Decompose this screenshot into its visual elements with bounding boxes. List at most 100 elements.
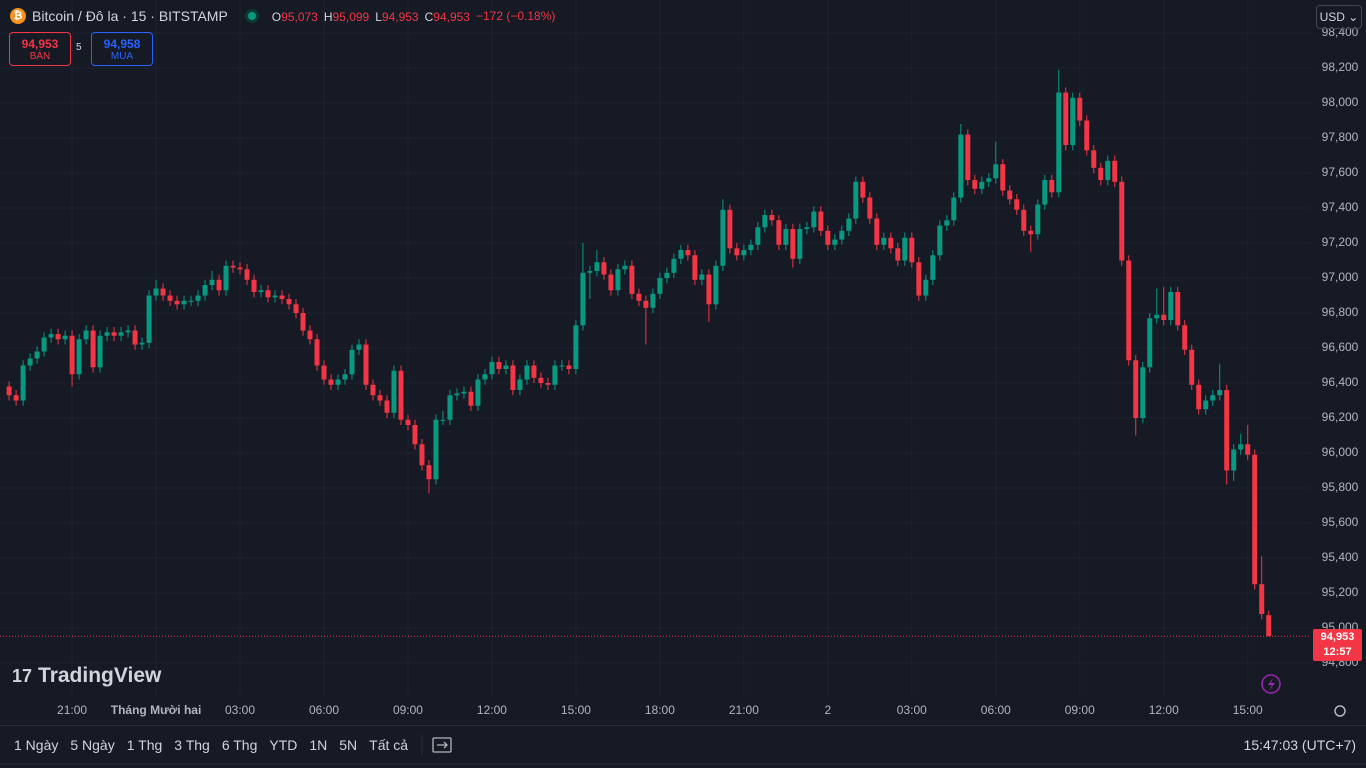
candle-body (265, 290, 271, 298)
buy-button[interactable]: 94,958 MUA (91, 32, 153, 66)
candle-body (146, 295, 152, 343)
x-tick-label: Tháng Mười hai (111, 703, 202, 717)
settings-icon[interactable] (1334, 705, 1346, 717)
candle-body (1168, 292, 1174, 321)
candle-body (832, 239, 838, 245)
candle-body (1182, 325, 1188, 350)
candle-body (727, 209, 733, 249)
x-tick-label: 09:00 (1065, 703, 1095, 717)
candle-body (321, 365, 327, 380)
candle-body (139, 342, 145, 345)
candles (0, 69, 1310, 637)
y-tick-label: 95,800 (1322, 480, 1359, 494)
range-button[interactable]: 6 Thg (221, 737, 258, 753)
candle-body (111, 332, 117, 336)
candle-body (1126, 260, 1132, 361)
candle-body (34, 351, 40, 359)
symbol[interactable]: Bitcoin / Đô la · 15 · BITSTAMP (32, 8, 228, 24)
x-tick-label: 03:00 (225, 703, 255, 717)
candle-body (356, 344, 362, 350)
candle-body (202, 285, 208, 296)
ohlc-item: C94,953 (425, 10, 470, 24)
candle-body (216, 279, 222, 291)
candle-body (503, 365, 509, 370)
candle-body (1140, 367, 1146, 419)
candle-body (601, 262, 607, 275)
candle-body (258, 290, 264, 293)
candle-body (1014, 199, 1020, 210)
candle-body (1091, 150, 1097, 168)
candle-body (48, 334, 54, 338)
y-tick-label: 97,200 (1322, 235, 1359, 249)
candle-body (846, 218, 852, 231)
range-button[interactable]: 5 Ngày (70, 737, 115, 753)
candle-body (195, 295, 201, 301)
sell-button[interactable]: 94,953 BÁN (9, 32, 71, 66)
x-tick-label: 03:00 (897, 703, 927, 717)
range-button[interactable]: Tất cả (369, 737, 409, 753)
candle-body (1133, 360, 1139, 419)
candle-body (783, 229, 789, 245)
alert-icon[interactable] (1261, 674, 1281, 694)
y-tick-label: 95,400 (1322, 550, 1359, 564)
candle-body (69, 335, 75, 375)
candle-body (790, 229, 796, 259)
candle-body (741, 250, 747, 256)
candle-body (307, 330, 313, 340)
candle-body (699, 274, 705, 280)
candle-body (349, 349, 355, 375)
candle-body (888, 237, 894, 249)
candle-body (636, 293, 642, 301)
coin-icon: ₿ (10, 8, 26, 24)
candle-body (860, 181, 866, 198)
candle-body (181, 300, 187, 305)
logo-mark: 17 (12, 665, 33, 686)
candle-body (510, 365, 516, 391)
ohlc-legend: O95,073 H95,099 L94,953 C94,953 (272, 8, 476, 24)
sell-label: BÁN (29, 50, 51, 62)
currency-button[interactable]: USD ⌄ (1316, 5, 1362, 29)
candle-body (83, 330, 89, 340)
candle-body (244, 269, 250, 280)
range-button[interactable]: 5N (339, 737, 358, 753)
candle-body (643, 300, 649, 308)
candle-body (223, 265, 229, 291)
candle-body (342, 374, 348, 380)
candle-body (1028, 230, 1034, 235)
range-button[interactable]: 1 Thg (126, 737, 163, 753)
candle-body (370, 384, 376, 396)
ohlc-item: O95,073 (272, 10, 318, 24)
candle-body (909, 237, 915, 263)
range-button[interactable]: 1N (309, 737, 328, 753)
candle-body (874, 218, 880, 245)
candle-body (20, 365, 26, 401)
candle-body (1175, 292, 1181, 326)
candle-body (664, 272, 670, 279)
range-button[interactable]: 3 Thg (174, 737, 210, 753)
candle-body (678, 250, 684, 259)
candle-body (314, 339, 320, 366)
candle-body (1224, 390, 1230, 471)
candle-body (580, 272, 586, 326)
candle-body (433, 419, 439, 480)
candle-body (405, 419, 411, 426)
candle-body (776, 220, 782, 245)
candle-body (615, 269, 621, 291)
candle-body (629, 265, 635, 294)
y-tick-label: 97,800 (1322, 130, 1359, 144)
candle-body (279, 295, 285, 300)
candle-body (811, 211, 817, 228)
range-button[interactable]: 1 Ngày (14, 737, 59, 753)
candle-body (419, 444, 425, 466)
x-tick-label: 15:00 (561, 703, 591, 717)
last-price-label: 94,953 12:57 (1313, 629, 1362, 661)
y-tick-label: 96,600 (1322, 340, 1359, 354)
candle-body (1210, 395, 1216, 401)
compare-icon[interactable] (432, 737, 452, 753)
candle-body (104, 332, 110, 336)
candle-body (993, 164, 999, 179)
buy-label: MUA (110, 50, 134, 62)
candle-body (986, 178, 992, 182)
candle-body (132, 330, 138, 345)
range-button[interactable]: YTD (269, 737, 298, 753)
